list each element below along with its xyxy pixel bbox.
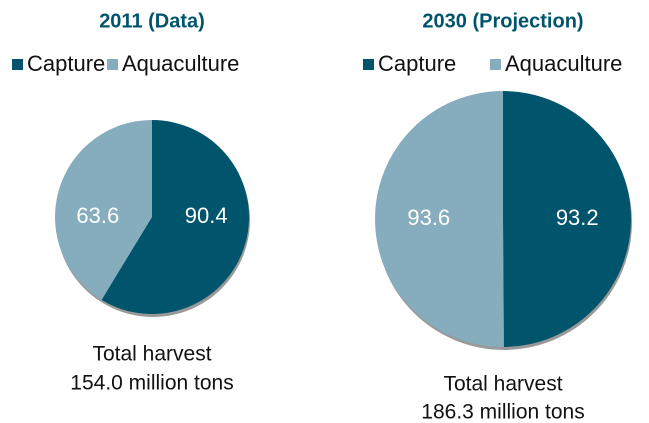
legend-label: Capture	[27, 51, 105, 76]
pie-slice	[54, 120, 152, 300]
legend-label: Aquaculture	[505, 51, 622, 76]
data-label: 63.6	[76, 203, 119, 228]
annotation: Total harvest	[443, 373, 562, 396]
legend-label: Capture	[378, 51, 456, 76]
data-label: 93.6	[407, 205, 450, 230]
pie-slice	[374, 91, 504, 347]
legend-swatch	[12, 59, 23, 70]
annotation: 186.3 million tons	[421, 401, 584, 423]
annotation: Total harvest	[92, 343, 211, 366]
pie-slice	[101, 120, 249, 314]
data-label: 90.4	[185, 203, 228, 228]
legend-swatch	[363, 59, 374, 70]
pie-slice	[503, 91, 631, 347]
legend-swatch	[490, 59, 501, 70]
legend-swatch	[107, 59, 118, 70]
data-label: 93.2	[556, 205, 599, 230]
chart-title: 2011 (Data)	[99, 10, 205, 32]
legend-label: Aquaculture	[122, 51, 239, 76]
annotation: 154.0 million tons	[70, 372, 233, 395]
chart-title: 2030 (Projection)	[422, 10, 583, 32]
